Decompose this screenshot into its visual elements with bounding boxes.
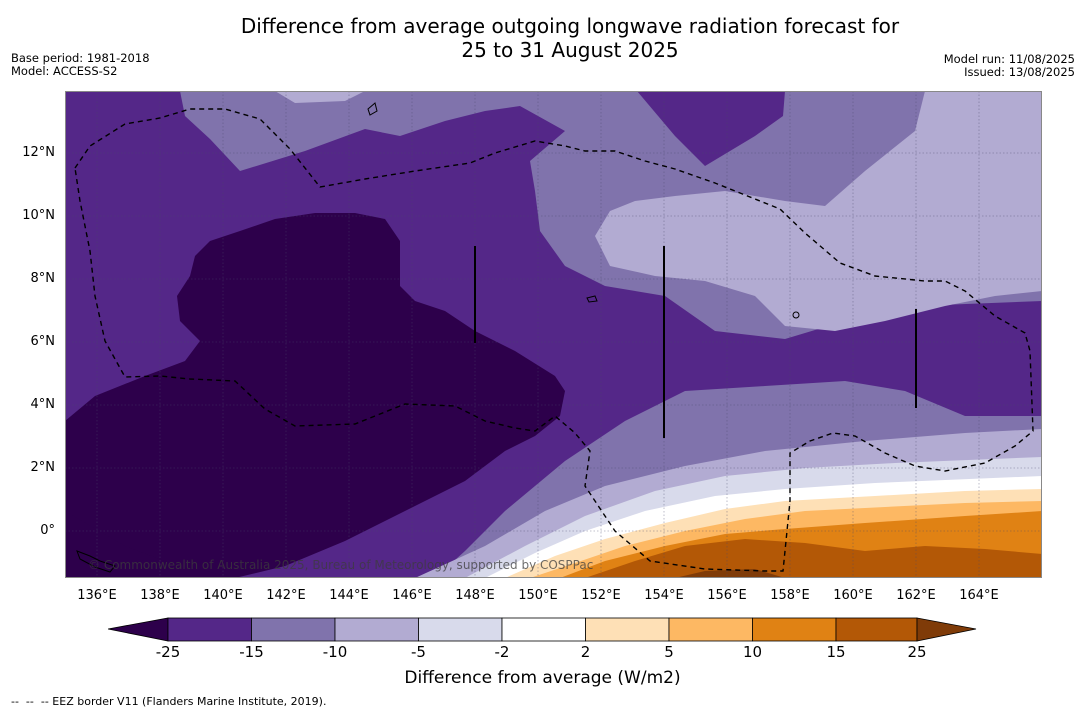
colorbar-segment [251,617,336,642]
anomaly-region-neg5-east [595,91,1042,331]
colorbar-segment [835,617,918,642]
colorbar-extend-high [916,617,977,642]
colorbar-segment [167,617,252,642]
title-line-2: 25 to 31 August 2025 [461,38,679,62]
x-tick-label: 150°E [518,588,558,603]
gridlines [65,91,1042,578]
x-tick-label: 152°E [581,588,621,603]
x-tick-label: 162°E [896,588,936,603]
anomaly-lobe-north [637,91,785,166]
reference-lines [474,246,917,438]
x-tick-label: 136°E [77,588,117,603]
y-tick-label: 12°N [22,145,55,160]
colorbar-segment [752,617,837,642]
colorbar-segment [585,617,670,642]
issued-date: Issued: 13/08/2025 [964,65,1075,79]
anomaly-band-pos15 [585,539,1042,578]
anomaly-core-neg25 [65,213,565,578]
colorbar-tick: 10 [742,643,763,661]
island-marker [792,311,800,319]
colorbar-tick: 5 [664,643,674,661]
colorbar-segment [334,617,419,642]
x-tick-label: 160°E [833,588,873,603]
map-canvas [65,91,1042,578]
copyright-notice: © Commonwealth of Australia 2025, Bureau… [88,558,594,572]
x-tick-label: 144°E [329,588,369,603]
colorbar-title: Difference from average (W/m2) [404,668,681,688]
anomaly-region-neg5-north [275,91,365,103]
x-tick-label: 140°E [203,588,243,603]
colorbar-extend-low [108,617,169,642]
colorbar [108,617,977,642]
colorbar-tick: 2 [580,643,591,661]
model-run: Model run: 11/08/2025 [943,52,1075,66]
y-tick-label: 0° [40,523,55,538]
colorbar-tick: -2 [494,643,510,661]
x-tick-label: 158°E [770,588,810,603]
colorbar-tick: -25 [155,643,181,661]
y-tick-label: 6°N [30,334,56,349]
x-tick-label: 142°E [266,588,306,603]
island-marker [76,550,116,573]
x-tick-label: 146°E [392,588,432,603]
colorbar-tick: -5 [411,643,426,661]
eez-border [74,108,1034,572]
islands [76,102,800,573]
map-title: Difference from average outgoing longwav… [0,14,1085,62]
island-marker [367,102,378,116]
x-tick-label: 156°E [707,588,747,603]
title-line-1: Difference from average outgoing longwav… [240,14,900,38]
colorbar-tick: 25 [907,643,927,661]
x-tick-label: 154°E [644,588,684,603]
map-frame [65,91,1042,578]
island-marker [586,295,598,303]
colorbar-tick: -15 [239,643,264,661]
y-tick-label: 2°N [30,460,56,475]
model-name: Model: ACCESS-S2 [11,64,118,78]
colorbar-tick: -10 [322,643,348,661]
y-tick-label: 8°N [30,271,56,286]
colorbar-tick: 15 [826,643,846,661]
anomaly-core-neg25-south [65,511,235,578]
y-tick-label: 10°N [22,208,55,223]
colorbar-segment [418,617,503,642]
y-tick-label: 4°N [30,397,56,412]
meta-left: Base period: 1981-2018 Model: ACCESS-S2 [11,52,150,78]
x-tick-label: 148°E [455,588,495,603]
base-period: Base period: 1981-2018 [11,51,150,65]
colorbar-segment [501,617,586,642]
colorbar-segment [668,617,753,642]
map-panel [65,91,1042,578]
x-tick-label: 138°E [140,588,180,603]
x-tick-label: 164°E [959,588,999,603]
eez-footnote: -- -- -- EEZ border V11 (Flanders Marine… [11,695,327,708]
meta-right: Model run: 11/08/2025 Issued: 13/08/2025 [944,53,1075,79]
